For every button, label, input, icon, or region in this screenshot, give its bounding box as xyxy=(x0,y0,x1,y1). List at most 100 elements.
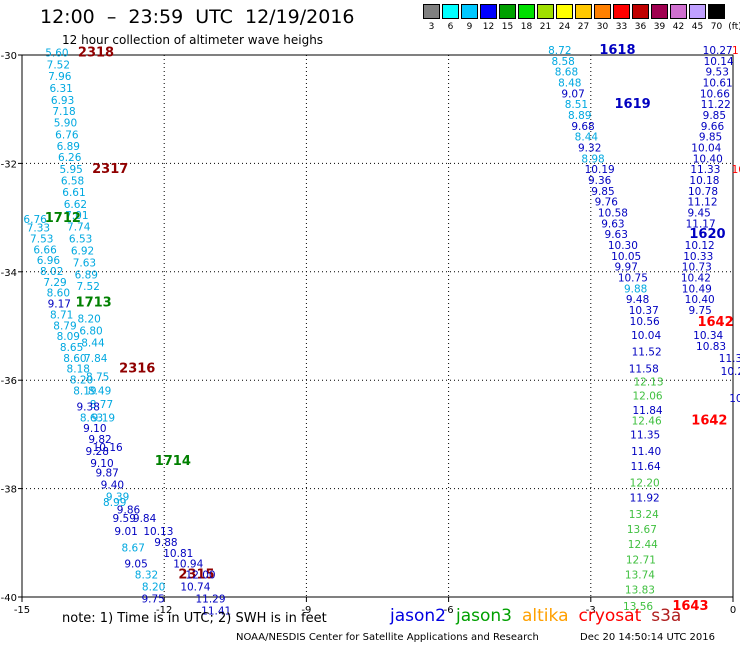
wave-height-label: 9.17 xyxy=(48,299,71,311)
map-subtitle: 12 hour collection of altimeter wave hei… xyxy=(62,33,324,47)
wave-height-label: 8.72 xyxy=(548,45,571,57)
wave-height-label: 8.51 xyxy=(565,99,588,111)
wave-height-label: 11.41 xyxy=(201,605,231,617)
wave-height-label: 9.05 xyxy=(124,559,147,571)
wave-height-label: 9.85 xyxy=(591,186,614,198)
wave-height-label: 8.98 xyxy=(581,153,604,165)
wave-height-label: 7.52 xyxy=(47,60,70,72)
pass-time-label: 1643 xyxy=(672,599,708,614)
wave-height-label: 10.19 xyxy=(585,164,615,176)
wave-height-label: 12.13 xyxy=(633,377,663,389)
scale-unit: (ft) xyxy=(728,22,740,32)
satellite-cryosat: cryosat xyxy=(578,606,642,626)
scale-swatch xyxy=(708,4,725,19)
x-tick-label: -15 xyxy=(14,605,30,616)
x-tick-label: -12 xyxy=(156,605,172,616)
wave-height-label: 7.74 xyxy=(67,222,91,234)
wave-height-label: 10.61 xyxy=(703,77,733,89)
scale-swatch xyxy=(689,4,706,19)
wave-height-label: 10.05 xyxy=(611,251,641,263)
scale-label: 15 xyxy=(501,22,514,32)
wave-height-label: 10.30 xyxy=(608,240,638,252)
wave-height-label: 10.04 xyxy=(691,142,721,154)
wave-height-label: 9.01 xyxy=(114,526,137,538)
wave-height-label: 9.39 xyxy=(106,492,129,504)
wave-height-label: 9.63 xyxy=(605,229,628,241)
wave-height-label: 8.44 xyxy=(575,132,599,144)
scale-swatch xyxy=(613,4,630,19)
scale-swatch xyxy=(480,4,497,19)
wave-height-label: 6.31 xyxy=(49,83,72,95)
x-tick-label: 0 xyxy=(730,605,736,616)
wave-height-label: 9.53 xyxy=(706,67,729,79)
wave-height-label: 8.02 xyxy=(40,266,63,278)
wave-height-label: 6.58 xyxy=(61,176,84,188)
wave-height-label: 9.10 xyxy=(90,458,113,470)
wave-height-label: 9.40 xyxy=(101,480,124,492)
wave-height-label: 8.65 xyxy=(60,342,83,354)
wave-height-label: 5.95 xyxy=(59,164,82,176)
wave-height-label: 9.75 xyxy=(688,305,711,317)
wave-height-label: 11.22 xyxy=(701,99,731,111)
wave-height-label: 6.80 xyxy=(79,326,102,338)
wave-height-label: 10.78 xyxy=(688,186,718,198)
wave-height-label: 9.10 xyxy=(83,423,106,435)
wave-height-label: 11.52 xyxy=(632,346,662,358)
wave-height-label: 7.52 xyxy=(77,281,100,293)
satellite-jason3: jason3 xyxy=(456,606,512,626)
pass-time-label: 2318 xyxy=(78,46,114,61)
wave-height-label: 9.45 xyxy=(687,208,710,220)
wave-height-label: 13.56 xyxy=(623,601,653,613)
wave-height-label: 10.33 xyxy=(683,251,713,263)
scale-swatch xyxy=(499,4,516,19)
wave-height-label: 7.01 xyxy=(65,210,88,222)
wave-height-label: 9.63 xyxy=(601,218,624,230)
wave-height-label: 8.75 xyxy=(86,372,109,384)
wave-height-label: 9.85 xyxy=(703,110,726,122)
map-title: 12:00 – 23:59 UTC 12/19/2016 xyxy=(40,6,355,28)
wave-height-label: 9.07 xyxy=(561,88,584,100)
wave-height-label: 12.46 xyxy=(632,416,662,428)
wave-height-label: 5.90 xyxy=(54,118,77,130)
scale-label: 42 xyxy=(672,22,685,32)
wave-height-label: 10.58 xyxy=(598,208,628,220)
wave-height-label: 8.20 xyxy=(142,581,165,593)
scale-label: 45 xyxy=(691,22,704,32)
wave-height-label: 13.74 xyxy=(625,570,655,582)
wave-height-label: 10.56 xyxy=(630,316,660,328)
wave-height-label: 13.67 xyxy=(627,524,657,536)
wave-height-label: 8.63 xyxy=(80,412,103,424)
scale-swatch xyxy=(461,4,478,19)
wave-height-label: 11.64 xyxy=(631,461,661,473)
wave-height-label: 10.18 xyxy=(689,175,719,187)
wave-height-label: 11.29 xyxy=(195,593,225,605)
wave-height-label: 8.48 xyxy=(558,77,581,89)
wave-height-label: 6.26 xyxy=(58,152,82,164)
x-tick-label: -9 xyxy=(301,605,311,616)
wave-height-label: 10.13 xyxy=(143,526,173,538)
wave-height-label: 9.19 xyxy=(92,412,115,424)
wave-height-label: 16 xyxy=(732,164,740,176)
x-tick-label: -3 xyxy=(586,605,596,616)
wave-height-label: 6.62 xyxy=(64,199,87,211)
wave-height-label: 10.12 xyxy=(685,240,715,252)
wave-height-label: 8.44 xyxy=(81,338,105,350)
wave-height-label: 11.92 xyxy=(630,493,660,505)
wave-height-label: 12.44 xyxy=(628,539,658,551)
wave-height-label: 7.29 xyxy=(43,277,66,289)
scale-swatch xyxy=(594,4,611,19)
scale-label: 36 xyxy=(634,22,647,32)
wave-height-label: 8.99 xyxy=(103,497,126,509)
wave-height-label: 10.27 xyxy=(703,45,733,57)
wave-height-label: 8.32 xyxy=(135,570,158,582)
wave-height-label: 11.35 xyxy=(630,430,660,442)
wave-height-label: 9.38 xyxy=(77,402,100,414)
wave-height-label: 8.19 xyxy=(73,385,96,397)
wave-height-label: 10.83 xyxy=(696,341,726,353)
wave-height-label: 9.28 xyxy=(86,446,109,458)
wave-height-label: 8.18 xyxy=(67,364,90,376)
note-text: note: 1) Time is in UTC; 2) SWH is in fe… xyxy=(62,611,327,626)
wave-height-label: 10.40 xyxy=(693,153,723,165)
wave-height-label: 9.76 xyxy=(595,197,619,209)
wave-height-label: 1 xyxy=(732,45,739,57)
